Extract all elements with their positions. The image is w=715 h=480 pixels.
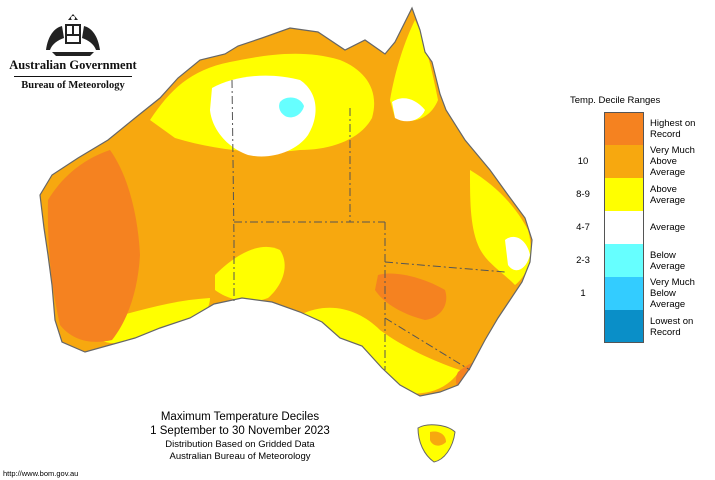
legend-swatch xyxy=(604,112,644,145)
caption-dates: 1 September to 30 November 2023 xyxy=(150,425,330,437)
legend-rows: Highest on Record 10 Very Much Above Avera… xyxy=(560,112,710,343)
legend-label: Below Average xyxy=(650,249,686,272)
above-average-region-bight xyxy=(100,298,210,344)
legend-range: 4-7 xyxy=(576,222,590,233)
average-region-east xyxy=(505,236,530,271)
logo-divider xyxy=(14,76,132,77)
caption-title: Maximum Temperature Deciles xyxy=(160,411,320,423)
coat-of-arms-icon xyxy=(46,14,100,56)
legend-swatch xyxy=(604,244,644,277)
legend-label: Above Average xyxy=(650,183,686,206)
government-logo: Australian Government Bureau of Meteorol… xyxy=(8,10,138,91)
average-region-cape xyxy=(392,98,425,122)
caption-line2: Australian Bureau of Meteorology xyxy=(169,451,311,462)
legend-item: 4-7 Average xyxy=(560,211,710,244)
legend-swatch xyxy=(604,145,644,178)
legend-item: 8-9 Above Average xyxy=(560,178,710,211)
record-high-region-centre xyxy=(375,273,447,320)
legend-item: 2-3 Below Average xyxy=(560,244,710,277)
source-url: http://www.bom.gov.au xyxy=(3,469,79,478)
legend: Temp. Decile Ranges Highest on Record 10 V… xyxy=(560,95,710,343)
caption-line1: Distribution Based on Gridded Data xyxy=(165,439,315,450)
legend-range: 8-9 xyxy=(576,189,590,200)
legend-item: 1 Very Much Below Average xyxy=(560,277,710,310)
tasmania-orange xyxy=(430,431,446,446)
legend-label: Lowest on Record xyxy=(650,315,694,338)
below-average-region xyxy=(279,97,304,118)
legend-label: Very Much Above Average xyxy=(650,145,695,178)
record-high-region-west xyxy=(47,150,140,342)
agency-name: Bureau of Meteorology xyxy=(21,80,125,91)
legend-range xyxy=(568,310,598,343)
legend-swatch xyxy=(604,277,644,310)
legend-item: Lowest on Record xyxy=(560,310,710,343)
legend-item: 10 Very Much Above Average xyxy=(560,145,710,178)
above-average-region-cape xyxy=(390,20,438,121)
legend-label: Highest on Record xyxy=(650,117,696,140)
legend-swatch xyxy=(604,178,644,211)
legend-swatch xyxy=(604,310,644,343)
legend-item: Highest on Record xyxy=(560,112,710,145)
legend-title: Temp. Decile Ranges xyxy=(570,95,661,106)
legend-swatch xyxy=(604,211,644,244)
legend-label: Very Much Below Average xyxy=(650,277,695,310)
state-borders xyxy=(231,79,506,371)
average-region-north xyxy=(210,75,316,157)
map-caption: Maximum Temperature Deciles 1 September … xyxy=(120,410,360,463)
legend-range: 10 xyxy=(577,156,589,167)
above-average-region-south xyxy=(300,307,460,394)
legend-label: Average xyxy=(650,222,686,233)
legend-range: 2-3 xyxy=(576,255,590,266)
government-name: Australian Government xyxy=(9,58,137,72)
above-average-region-centre-south xyxy=(215,246,285,302)
legend-range: 1 xyxy=(580,288,586,299)
legend-range xyxy=(568,112,598,145)
